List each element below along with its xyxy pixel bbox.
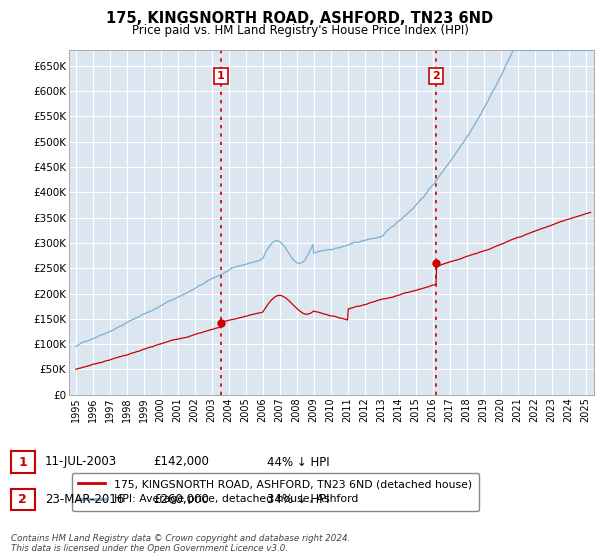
Text: 175, KINGSNORTH ROAD, ASHFORD, TN23 6ND: 175, KINGSNORTH ROAD, ASHFORD, TN23 6ND	[106, 11, 494, 26]
Text: 34% ↓ HPI: 34% ↓ HPI	[267, 493, 329, 506]
Legend: 175, KINGSNORTH ROAD, ASHFORD, TN23 6ND (detached house), HPI: Average price, de: 175, KINGSNORTH ROAD, ASHFORD, TN23 6ND …	[72, 473, 479, 511]
Text: £142,000: £142,000	[153, 455, 209, 469]
Text: 44% ↓ HPI: 44% ↓ HPI	[267, 455, 329, 469]
Text: Contains HM Land Registry data © Crown copyright and database right 2024.
This d: Contains HM Land Registry data © Crown c…	[11, 534, 350, 553]
Text: 2: 2	[19, 493, 27, 506]
Text: Price paid vs. HM Land Registry's House Price Index (HPI): Price paid vs. HM Land Registry's House …	[131, 24, 469, 36]
Text: 1: 1	[217, 71, 224, 81]
Text: 23-MAR-2016: 23-MAR-2016	[45, 493, 124, 506]
Text: 11-JUL-2003: 11-JUL-2003	[45, 455, 117, 469]
Text: £260,000: £260,000	[153, 493, 209, 506]
Text: 1: 1	[19, 455, 27, 469]
Text: 2: 2	[433, 71, 440, 81]
